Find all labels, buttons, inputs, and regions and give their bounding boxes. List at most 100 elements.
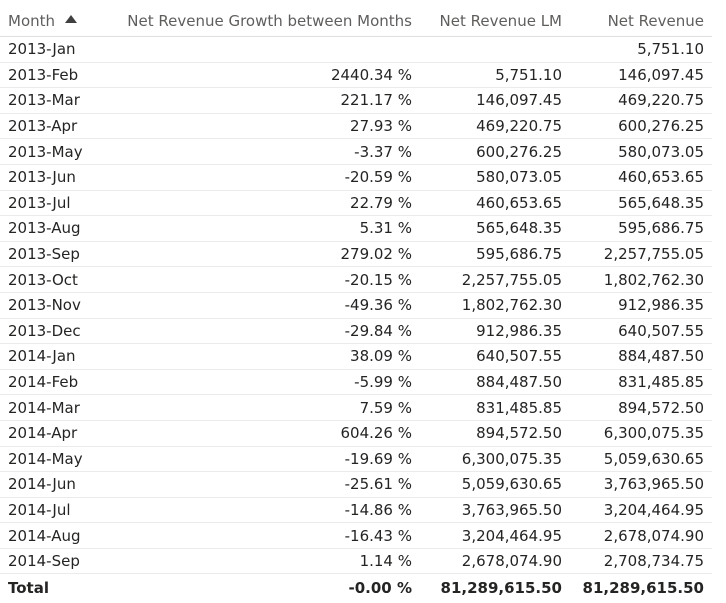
cell-growth: -20.59 % — [110, 164, 420, 191]
cell-growth: -5.99 % — [110, 369, 420, 396]
table-row[interactable]: 2014-Mar 7.59 % 831,485.85 894,572.50 — [0, 394, 712, 421]
cell-revenue: 2,678,074.90 — [570, 522, 712, 549]
table-row[interactable]: 2014-Apr 604.26 % 894,572.50 6,300,075.35 — [0, 420, 712, 447]
cell-revenue-lm: 460,653.65 — [420, 190, 570, 217]
cell-month: 2014-Apr — [0, 420, 110, 447]
cell-revenue-lm: 5,751.10 — [420, 62, 570, 89]
cell-revenue-lm: 595,686.75 — [420, 241, 570, 268]
cell-revenue: 3,763,965.50 — [570, 471, 712, 498]
cell-revenue-lm: 146,097.45 — [420, 87, 570, 114]
cell-revenue: 2,257,755.05 — [570, 241, 712, 268]
cell-revenue-lm: 565,648.35 — [420, 215, 570, 242]
cell-growth: 22.79 % — [110, 190, 420, 217]
cell-growth — [110, 36, 420, 63]
table-row[interactable]: 2013-Aug 5.31 % 565,648.35 595,686.75 — [0, 215, 712, 242]
table-row[interactable]: 2013-Jan 5,751.10 — [0, 36, 712, 63]
cell-revenue-lm: 6,300,075.35 — [420, 446, 570, 473]
total-revenue-lm: 81,289,615.50 — [420, 573, 570, 603]
table-row[interactable]: 2014-Jun -25.61 % 5,059,630.65 3,763,965.50 — [0, 471, 712, 498]
cell-revenue-lm: 2,257,755.05 — [420, 266, 570, 293]
cell-growth: 5.31 % — [110, 215, 420, 242]
table-footer: Total -0.00 % 81,289,615.50 81,289,615.5… — [0, 573, 712, 603]
cell-revenue: 146,097.45 — [570, 62, 712, 89]
table-header: Month Net Revenue Growth between Months … — [0, 6, 712, 37]
table-row[interactable]: 2013-Jul 22.79 % 460,653.65 565,648.35 — [0, 190, 712, 217]
cell-month: 2014-Aug — [0, 522, 110, 549]
table-row[interactable]: 2013-Sep 279.02 % 595,686.75 2,257,755.05 — [0, 241, 712, 268]
cell-revenue-lm: 3,763,965.50 — [420, 497, 570, 524]
cell-growth: -29.84 % — [110, 318, 420, 345]
cell-revenue: 595,686.75 — [570, 215, 712, 242]
cell-revenue-lm — [420, 36, 570, 63]
table-row[interactable]: 2014-Feb -5.99 % 884,487.50 831,485.85 — [0, 369, 712, 396]
cell-revenue-lm: 1,802,762.30 — [420, 292, 570, 319]
table-row[interactable]: 2013-Oct -20.15 % 2,257,755.05 1,802,762.30 — [0, 266, 712, 293]
revenue-table: Month Net Revenue Growth between Months … — [0, 6, 712, 603]
cell-month: 2013-May — [0, 138, 110, 165]
cell-growth: 221.17 % — [110, 87, 420, 114]
table-row[interactable]: 2013-Nov -49.36 % 1,802,762.30 912,986.35 — [0, 292, 712, 319]
cell-month: 2013-Sep — [0, 241, 110, 268]
column-header-revenue-lm[interactable]: Net Revenue LM — [420, 6, 570, 37]
cell-month: 2013-Jun — [0, 164, 110, 191]
total-row: Total -0.00 % 81,289,615.50 81,289,615.5… — [0, 573, 712, 603]
cell-month: 2013-Jul — [0, 190, 110, 217]
cell-growth: 2440.34 % — [110, 62, 420, 89]
cell-revenue: 2,708,734.75 — [570, 548, 712, 575]
cell-month: 2014-Feb — [0, 369, 110, 396]
cell-growth: 279.02 % — [110, 241, 420, 268]
cell-revenue-lm: 912,986.35 — [420, 318, 570, 345]
cell-month: 2014-Sep — [0, 548, 110, 575]
table-row[interactable]: 2013-Feb 2440.34 % 5,751.10 146,097.45 — [0, 62, 712, 89]
column-header-growth[interactable]: Net Revenue Growth between Months — [110, 6, 420, 37]
cell-revenue: 831,485.85 — [570, 369, 712, 396]
sort-ascending-icon[interactable] — [65, 15, 78, 23]
cell-revenue: 3,204,464.95 — [570, 497, 712, 524]
table-row[interactable]: 2014-Jan 38.09 % 640,507.55 884,487.50 — [0, 343, 712, 370]
cell-revenue-lm: 469,220.75 — [420, 113, 570, 140]
cell-growth: 604.26 % — [110, 420, 420, 447]
cell-revenue-lm: 3,204,464.95 — [420, 522, 570, 549]
column-header-month[interactable]: Month — [0, 6, 110, 37]
cell-growth: -20.15 % — [110, 266, 420, 293]
table-row[interactable]: 2013-Jun -20.59 % 580,073.05 460,653.65 — [0, 164, 712, 191]
table-row[interactable]: 2013-Mar 221.17 % 146,097.45 469,220.75 — [0, 87, 712, 114]
cell-revenue: 600,276.25 — [570, 113, 712, 140]
cell-growth: 38.09 % — [110, 343, 420, 370]
cell-growth: 27.93 % — [110, 113, 420, 140]
column-header-month-label: Month — [8, 12, 56, 30]
table-row[interactable]: 2014-May -19.69 % 6,300,075.35 5,059,630.65 — [0, 446, 712, 473]
cell-month: 2013-Dec — [0, 318, 110, 345]
table-row[interactable]: 2013-Apr 27.93 % 469,220.75 600,276.25 — [0, 113, 712, 140]
cell-revenue-lm: 2,678,074.90 — [420, 548, 570, 575]
cell-revenue: 1,802,762.30 — [570, 266, 712, 293]
table-row[interactable]: 2013-Dec -29.84 % 912,986.35 640,507.55 — [0, 318, 712, 345]
table-row[interactable]: 2014-Sep 1.14 % 2,678,074.90 2,708,734.75 — [0, 548, 712, 575]
table-row[interactable]: 2014-Aug -16.43 % 3,204,464.95 2,678,074.90 — [0, 522, 712, 549]
column-header-revenue[interactable]: Net Revenue — [570, 6, 712, 37]
cell-month: 2013-Oct — [0, 266, 110, 293]
cell-revenue: 460,653.65 — [570, 164, 712, 191]
cell-revenue-lm: 580,073.05 — [420, 164, 570, 191]
cell-month: 2013-Nov — [0, 292, 110, 319]
cell-revenue: 5,751.10 — [570, 36, 712, 63]
cell-growth: 1.14 % — [110, 548, 420, 575]
cell-growth: -49.36 % — [110, 292, 420, 319]
cell-month: 2014-Mar — [0, 394, 110, 421]
cell-revenue-lm: 884,487.50 — [420, 369, 570, 396]
cell-revenue-lm: 600,276.25 — [420, 138, 570, 165]
cell-month: 2013-Feb — [0, 62, 110, 89]
table-row[interactable]: 2013-May -3.37 % 600,276.25 580,073.05 — [0, 138, 712, 165]
cell-growth: -19.69 % — [110, 446, 420, 473]
table-body: 2013-Jan 5,751.10 2013-Feb 2440.34 % 5,751.1… — [0, 36, 712, 575]
cell-month: 2014-May — [0, 446, 110, 473]
cell-revenue: 894,572.50 — [570, 394, 712, 421]
cell-revenue-lm: 5,059,630.65 — [420, 471, 570, 498]
total-revenue: 81,289,615.50 — [570, 573, 712, 603]
table-row[interactable]: 2014-Jul -14.86 % 3,763,965.50 3,204,464.95 — [0, 497, 712, 524]
cell-revenue: 640,507.55 — [570, 318, 712, 345]
cell-month: 2014-Jan — [0, 343, 110, 370]
cell-growth: -14.86 % — [110, 497, 420, 524]
cell-month: 2013-Aug — [0, 215, 110, 242]
